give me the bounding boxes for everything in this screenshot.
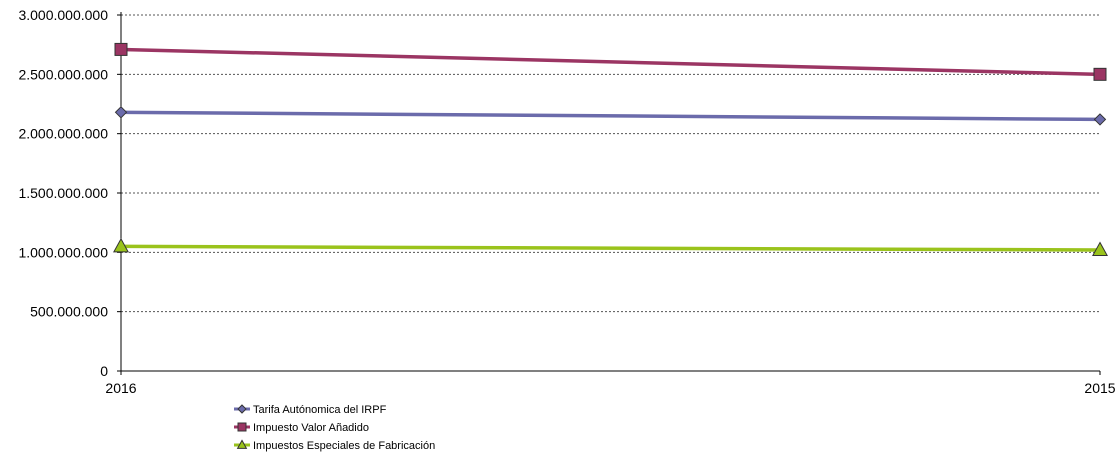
legend-marker [237, 404, 247, 414]
legend-marker [236, 439, 248, 449]
series-group [113, 42, 1108, 256]
y-tick-labels: 0 500.000.000 1.000.000.000 1.500.000.000 2.… [18, 7, 108, 379]
data-point [1093, 113, 1107, 126]
x-tick-label: 2016 [105, 380, 136, 396]
x-tick-label: 2015 [1084, 380, 1115, 396]
series-line [120, 244, 1101, 252]
series-line [120, 110, 1101, 122]
legend-label: Tarifa Autónomica del IRPF [253, 404, 387, 416]
data-point [113, 237, 129, 253]
y-tick-label: 3.000.000.000 [18, 7, 108, 23]
y-tick-label: 2.500.000.000 [18, 66, 108, 82]
x-tick-labels: 2016 2015 [105, 380, 1115, 396]
axes [117, 12, 1101, 375]
data-point [114, 42, 128, 56]
data-point [1092, 241, 1108, 256]
legend-label: Impuestos Especiales de Fabricación [253, 440, 435, 452]
series-line [120, 47, 1101, 77]
y-tick-label: 500.000.000 [30, 304, 108, 320]
y-tick-label: 2.000.000.000 [18, 126, 108, 142]
y-tick-label: 1.000.000.000 [18, 244, 108, 260]
data-point [1093, 67, 1107, 81]
legend-marker [237, 422, 247, 432]
data-point [114, 106, 128, 119]
gridlines [121, 14, 1100, 313]
y-tick-label: 1.500.000.000 [18, 185, 108, 201]
y-tick-label: 0 [100, 363, 108, 379]
legend-label: Impuesto Valor Añadido [253, 422, 369, 434]
legend: Tarifa Autónomica del IRPF Impuesto Valor… [234, 404, 435, 452]
